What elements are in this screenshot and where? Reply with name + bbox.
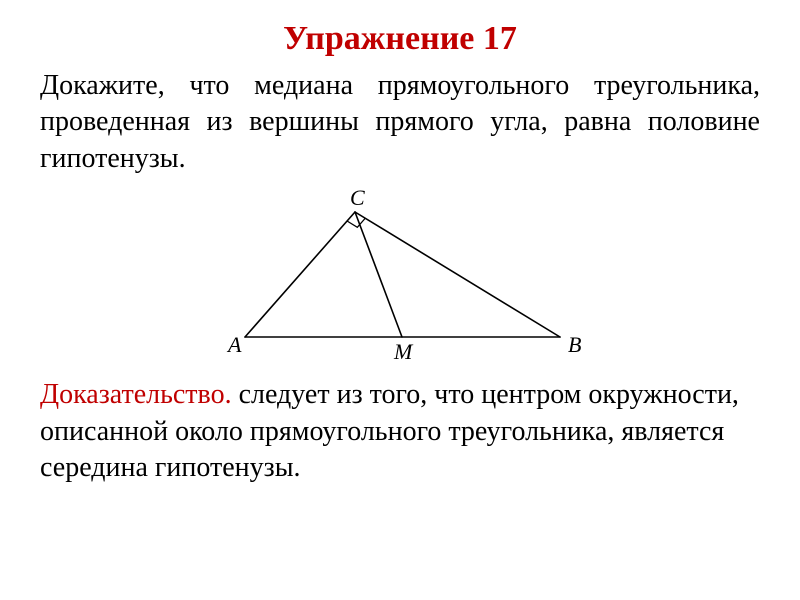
exercise-title: Упражнение 17 — [40, 20, 760, 58]
vertex-label-A: A — [226, 332, 242, 357]
vertex-label-B: B — [568, 332, 581, 357]
vertex-label-M: M — [393, 339, 414, 364]
vertex-label-C: C — [350, 187, 365, 210]
triangle-figure: A B C M — [200, 187, 600, 367]
slide-page: Упражнение 17 Докажите, что медиана прям… — [0, 0, 800, 600]
problem-statement: Докажите, что медиана прямоугольного тре… — [40, 68, 760, 177]
proof-paragraph: Доказательство. следует из того, что цен… — [40, 377, 760, 486]
proof-label: Доказательство. — [40, 379, 232, 410]
